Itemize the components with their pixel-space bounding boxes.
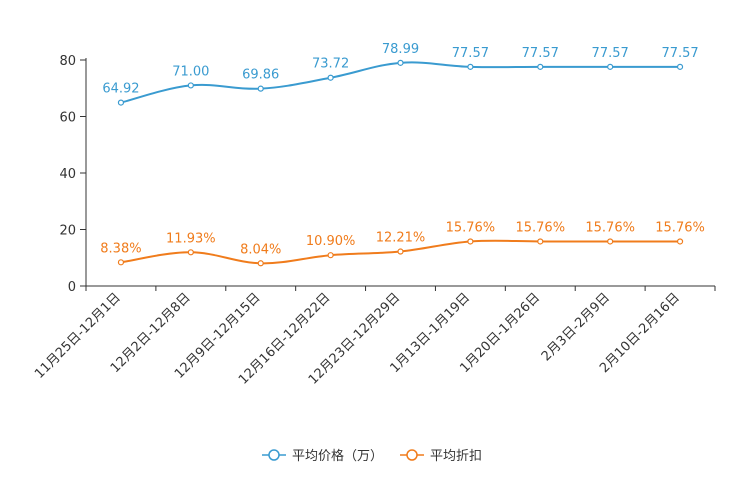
data-point bbox=[537, 63, 544, 70]
data-point bbox=[117, 99, 125, 106]
data-point bbox=[327, 74, 334, 81]
data-point bbox=[676, 63, 684, 70]
data-label: 8.04% bbox=[240, 242, 281, 257]
series-layer: 64.92 71.00 69.86 73.72 78.99 77.57 77.57 77.57… bbox=[100, 42, 705, 267]
data-label: 77.57 bbox=[522, 46, 559, 61]
legend-item[interactable]: 平均价格（万） bbox=[262, 448, 383, 464]
data-label: 12.21% bbox=[376, 231, 426, 246]
legend-label: 平均价格（万） bbox=[292, 448, 383, 464]
data-label: 15.76% bbox=[585, 220, 635, 235]
data-label: 78.99 bbox=[382, 42, 419, 57]
data-label: 64.92 bbox=[102, 82, 139, 97]
data-label: 8.38% bbox=[100, 241, 141, 256]
data-label: 15.76% bbox=[655, 220, 705, 235]
data-label: 15.76% bbox=[446, 220, 496, 235]
data-point bbox=[327, 252, 334, 259]
data-label: 77.57 bbox=[452, 46, 489, 61]
data-point bbox=[187, 249, 194, 256]
data-point bbox=[397, 59, 404, 66]
data-label: 15.76% bbox=[515, 220, 565, 235]
data-label: 69.86 bbox=[242, 68, 279, 83]
data-label: 71.00 bbox=[172, 64, 209, 79]
legend-label: 平均折扣 bbox=[430, 449, 482, 464]
y-tick-label: 40 bbox=[59, 167, 76, 182]
data-point bbox=[607, 238, 614, 245]
legend-marker-icon bbox=[406, 449, 418, 461]
data-point bbox=[257, 85, 264, 92]
data-label: 10.90% bbox=[306, 234, 356, 249]
x-axis: 11月25日-12月1日12月2日-12月8日12月9日-12月15日12月16… bbox=[32, 285, 716, 388]
data-point bbox=[117, 259, 125, 266]
legend-item[interactable]: 平均折扣 bbox=[400, 449, 482, 464]
y-axis: 0 20 40 60 80 bbox=[59, 54, 87, 295]
y-tick-label: 20 bbox=[59, 224, 76, 239]
y-tick-label: 80 bbox=[59, 54, 76, 69]
data-label: 77.57 bbox=[592, 46, 629, 61]
data-point bbox=[257, 260, 264, 267]
y-tick-label: 60 bbox=[59, 111, 76, 126]
data-point bbox=[676, 238, 684, 245]
data-point bbox=[537, 238, 544, 245]
data-point bbox=[187, 82, 194, 89]
data-label: 11.93% bbox=[166, 231, 216, 246]
data-point bbox=[467, 63, 474, 70]
data-point bbox=[397, 248, 404, 255]
legend: 平均价格（万） 平均折扣 bbox=[262, 448, 482, 464]
x-tick-label: 2月3日-2月9日 bbox=[539, 290, 613, 364]
data-label: 77.57 bbox=[661, 46, 698, 61]
y-tick-label: 0 bbox=[68, 280, 76, 295]
series-avg-discount: 8.38% 11.93% 8.04% 10.90% 12.21% 15.76% 15.76%… bbox=[100, 220, 705, 267]
data-label: 73.72 bbox=[312, 57, 349, 72]
legend-marker-icon bbox=[268, 449, 280, 461]
data-point bbox=[467, 238, 474, 245]
series-avg-price: 64.92 71.00 69.86 73.72 78.99 77.57 77.57 77.57… bbox=[102, 42, 699, 106]
data-point bbox=[607, 63, 614, 70]
